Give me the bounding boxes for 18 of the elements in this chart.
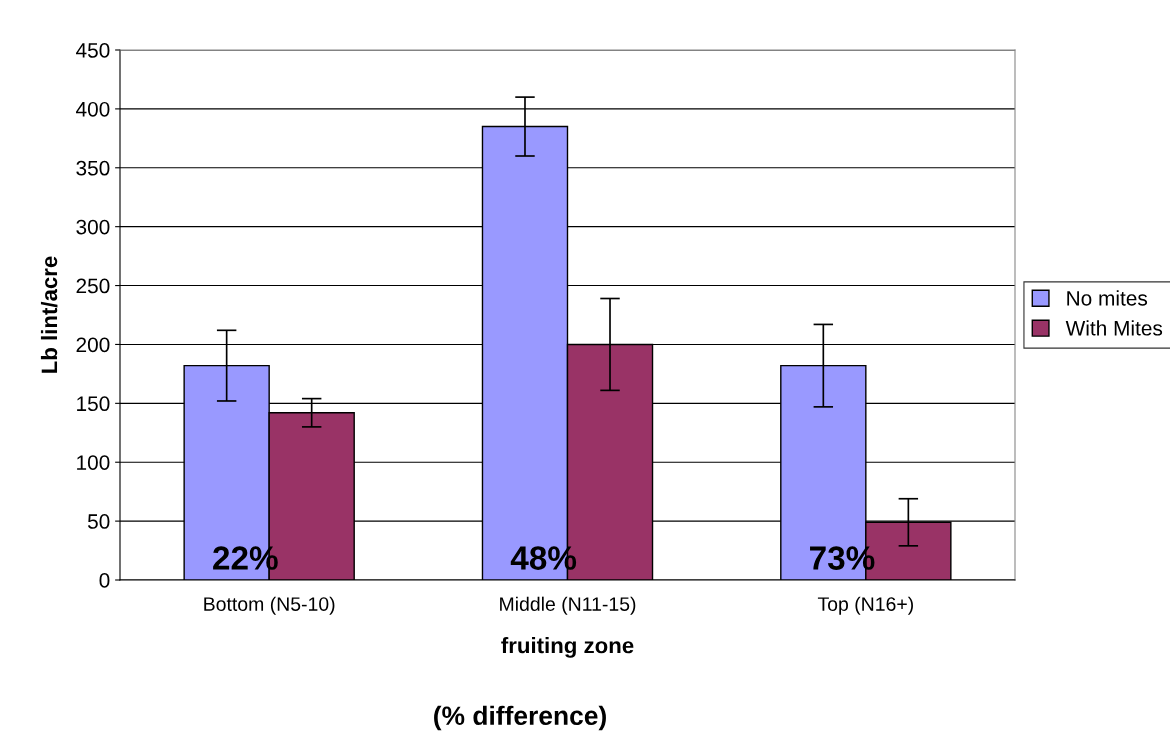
- legend-label: No mites: [1067, 290, 1148, 306]
- x-tick-label: Bottom (N5-10): [204, 596, 335, 615]
- y-tick-label: 450: [76, 43, 110, 58]
- x-axis-title: fruiting zone: [501, 637, 634, 658]
- y-tick-label: 350: [76, 160, 110, 176]
- y-tick-label: 0: [99, 573, 110, 588]
- y-tick-label: 300: [76, 219, 110, 235]
- x-tick-label: Middle (N11-15): [500, 596, 636, 615]
- y-tick-label: 100: [77, 455, 110, 470]
- y-tick-label: 400: [76, 101, 110, 117]
- x-tick-label: Top (N16+): [817, 596, 913, 615]
- y-tick-label: 50: [87, 514, 110, 529]
- y-axis-title: Lb lint/acre: [40, 256, 58, 373]
- y-tick-label: 200: [76, 337, 110, 353]
- text: (% difference): [434, 705, 606, 731]
- y-tick-label: 250: [76, 278, 110, 294]
- y-tick-label: 150: [77, 396, 110, 412]
- legend-label: With Mites: [1065, 320, 1163, 336]
